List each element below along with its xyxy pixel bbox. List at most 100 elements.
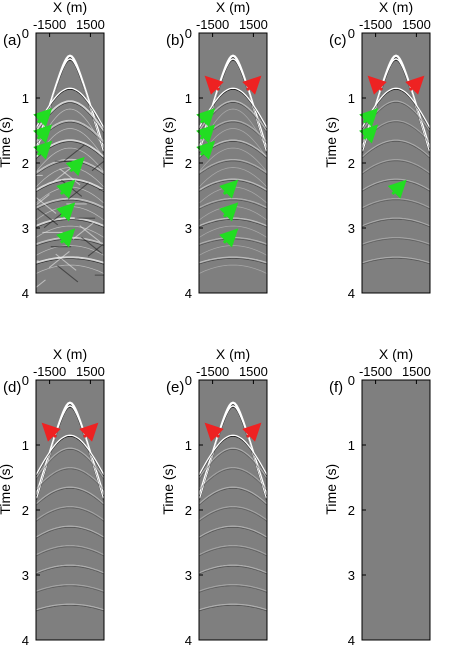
y-tick-label: 2	[22, 156, 29, 171]
panel-image	[199, 380, 267, 640]
x-tick-label: -1500	[359, 17, 392, 32]
y-axis-title: Time (s)	[160, 117, 176, 168]
green-arrow	[219, 202, 239, 222]
x-axis-title: X (m)	[379, 0, 413, 15]
green-arrow	[359, 124, 379, 144]
y-tick-label: 1	[185, 438, 192, 453]
red-arrow	[242, 75, 262, 95]
y-tick-label: 1	[348, 91, 355, 106]
cross-event	[199, 264, 267, 274]
panel-letter: (a)	[3, 32, 21, 49]
y-tick-label: 1	[22, 438, 29, 453]
y-tick-label: 4	[348, 286, 355, 301]
y-tick-label: 0	[348, 26, 355, 41]
multiple-peak	[36, 545, 104, 556]
y-axis-title: Time (s)	[323, 117, 339, 168]
multiple-peak	[362, 256, 430, 264]
green-arrow	[65, 156, 85, 176]
panel-image	[362, 380, 430, 640]
cross-event	[36, 225, 104, 238]
green-arrow	[33, 124, 53, 144]
green-arrow	[196, 124, 216, 144]
multiple-trough	[36, 448, 104, 480]
y-tick-label: 0	[185, 373, 192, 388]
y-tick-label: 2	[185, 503, 192, 518]
multiple-peak	[36, 178, 104, 192]
red-arrow	[405, 75, 425, 95]
red-arrow	[204, 75, 224, 95]
y-tick-label: 3	[185, 221, 192, 236]
multiple-trough	[199, 159, 267, 175]
multiple-peak	[362, 217, 430, 227]
multiple-peak	[199, 486, 267, 505]
y-tick-label: 1	[22, 91, 29, 106]
event-peak	[199, 434, 267, 476]
multiple-trough	[199, 487, 267, 506]
y-axis-title: Time (s)	[0, 464, 13, 515]
seismic-events	[199, 401, 267, 612]
x-tick-label: -1500	[196, 17, 229, 32]
multiple-trough	[36, 604, 104, 612]
panel-image	[199, 33, 267, 293]
y-tick-label: 4	[348, 633, 355, 648]
x-tick-label: -1500	[33, 17, 66, 32]
multiple-peak	[362, 237, 430, 245]
red-arrow	[79, 422, 99, 442]
green-arrow	[359, 108, 379, 128]
multiple-peak	[36, 447, 104, 479]
x-tick-label: -1500	[33, 364, 66, 379]
multiple-trough	[362, 140, 430, 159]
noise-event	[36, 194, 50, 206]
green-arrow	[219, 179, 239, 199]
cross-event	[199, 167, 267, 188]
panel-image	[362, 33, 430, 293]
panel-b: (b) X (m) -1500 1500 0 1 2 3 4 Time (s)	[160, 0, 268, 301]
multiple-peak	[362, 178, 430, 191]
panel-d: (d) X (m) -1500 1500 0 1 2 3 4 Time (s)	[0, 346, 105, 648]
y-tick-label: 1	[185, 91, 192, 106]
y-tick-label: 2	[348, 503, 355, 518]
noise-event	[81, 236, 103, 254]
multiple-peak	[362, 159, 430, 174]
panel-c: (c) X (m) -1500 1500 0 1 2 3 4 Time (s)	[323, 0, 431, 301]
event-peak	[199, 405, 267, 496]
multiple-trough	[362, 237, 430, 246]
y-tick-label: 3	[22, 221, 29, 236]
x-axis-title: X (m)	[53, 0, 87, 15]
y-axis-title: Time (s)	[160, 464, 176, 515]
y-tick-label: 2	[22, 503, 29, 518]
x-tick-label: -1500	[359, 364, 392, 379]
multiple-peak	[199, 584, 267, 593]
multiple-trough	[199, 198, 267, 210]
multiple-trough	[36, 526, 104, 539]
multiple-peak	[199, 525, 267, 538]
panel-letter: (b)	[166, 32, 184, 49]
multiple-peak	[36, 467, 104, 490]
noise-event	[36, 196, 57, 214]
multiple-peak	[362, 139, 430, 158]
multiple-trough	[199, 448, 267, 480]
multiple-trough	[36, 487, 104, 506]
multiple-trough	[199, 565, 267, 575]
multiple-trough	[362, 159, 430, 175]
multiple-trough	[36, 467, 104, 491]
x-tick-label: 1500	[76, 364, 105, 379]
panel-letter: (c)	[329, 32, 347, 49]
cross-event	[199, 225, 267, 238]
multiple-trough	[36, 506, 104, 522]
noise-event	[36, 155, 37, 157]
y-tick-label: 3	[22, 568, 29, 583]
red-arrow	[204, 422, 224, 442]
x-tick-label: 1500	[239, 17, 268, 32]
panel-image	[36, 33, 104, 293]
multiple-trough	[36, 545, 104, 557]
x-axis-title: X (m)	[379, 346, 413, 362]
multiple-peak	[36, 584, 104, 593]
multiple-peak	[36, 506, 104, 521]
multiple-peak	[199, 447, 267, 479]
red-arrow	[367, 75, 387, 95]
y-tick-label: 4	[22, 633, 29, 648]
noise-event	[72, 222, 94, 240]
multiple-peak	[36, 486, 104, 505]
noise-event	[79, 225, 101, 243]
